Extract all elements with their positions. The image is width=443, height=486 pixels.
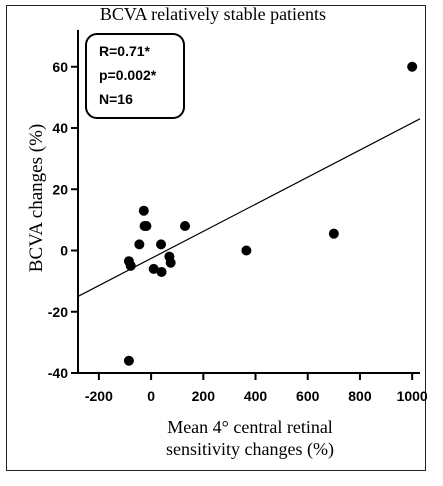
x-axis-label-line-1: Mean 4° central retinal — [167, 417, 333, 437]
figure-frame — [6, 5, 426, 471]
data-point — [328, 228, 339, 239]
data-point — [123, 355, 134, 366]
data-point — [165, 257, 176, 268]
y-tick-label: 0 — [60, 243, 68, 259]
x-tick-label: -200 — [85, 388, 113, 404]
x-tick-label: 1000 — [397, 388, 428, 404]
y-tick-label: 20 — [52, 181, 68, 197]
x-axis-label: Mean 4° central retinal sensitivity chan… — [70, 416, 430, 460]
y-tick-label: 60 — [52, 59, 68, 75]
r-value: R=0.71* — [99, 43, 150, 59]
x-axis-label-line-2: sensitivity changes (%) — [166, 439, 334, 459]
stats-annotation-box: R=0.71* p=0.002* N=16 — [85, 33, 185, 119]
data-point — [156, 239, 167, 250]
y-tick-label: -40 — [48, 365, 68, 381]
p-value: p=0.002* — [99, 67, 157, 83]
chart-title: BCVA relatively stable patients — [99, 4, 327, 24]
x-tick-label: 200 — [192, 388, 216, 404]
data-point — [180, 221, 191, 231]
data-point — [141, 221, 152, 231]
x-tick-label: 600 — [296, 388, 320, 404]
x-tick-label: 400 — [244, 388, 268, 404]
data-point — [125, 260, 136, 271]
data-point — [407, 61, 418, 72]
n-value: N=16 — [99, 91, 133, 107]
x-tick-label: 800 — [348, 388, 372, 404]
y-tick-label: 40 — [52, 120, 68, 136]
data-point — [241, 245, 252, 256]
x-tick-label: 0 — [147, 388, 155, 404]
y-tick-label: -20 — [48, 304, 68, 320]
data-point — [138, 205, 149, 216]
data-point — [148, 263, 159, 274]
data-point — [156, 266, 167, 277]
data-point — [134, 239, 145, 250]
